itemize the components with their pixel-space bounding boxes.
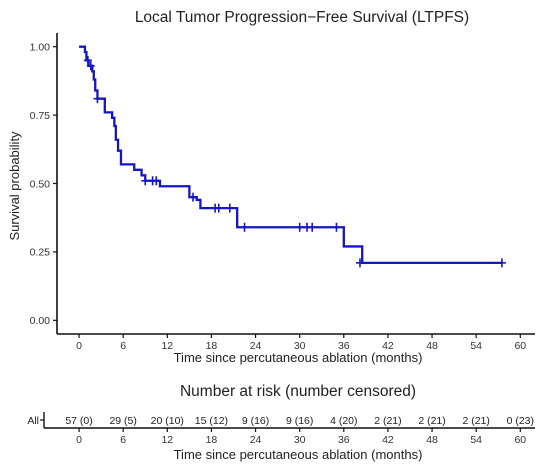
x-tick-label: 18: [206, 340, 218, 352]
risk-cell: 9 (16): [286, 415, 313, 427]
censor-mark: [83, 55, 92, 65]
y-tick-label: 0.50: [30, 178, 51, 190]
y-tick-label: 0.75: [30, 110, 51, 122]
censor-mark: [240, 222, 249, 232]
risk-cells: 57 (0) 29 (5) 20 (10) 15 (12) 9 (16) 9 (16) 4 …: [65, 415, 534, 427]
risk-x-tick-label: 12: [161, 434, 173, 446]
x-tick-label: 36: [338, 340, 350, 352]
risk-x-tick-label: 6: [120, 434, 126, 446]
censor-mark: [152, 176, 161, 186]
censor-mark: [497, 258, 506, 268]
x-tick-label: 54: [470, 340, 482, 352]
risk-cell: 0 (23): [507, 415, 534, 427]
y-tick-label: 0.25: [30, 247, 51, 259]
survival-step-line: [79, 45, 502, 265]
x-axis-label: Time since percutaneous ablation (months…: [174, 350, 423, 365]
chart-title: Local Tumor Progression−Free Survival (L…: [135, 9, 469, 26]
risk-cell: 20 (10): [151, 415, 184, 427]
risk-row-label: All: [27, 415, 39, 427]
risk-cell: 2 (21): [374, 415, 401, 427]
risk-x-tick-label: 60: [514, 434, 526, 446]
risk-cell: 4 (20): [330, 415, 357, 427]
risk-x-tick-label: 0: [76, 434, 82, 446]
censor-mark: [93, 94, 102, 104]
risk-x-tick-label: 48: [426, 434, 438, 446]
x-tick-label: 0: [76, 340, 82, 352]
risk-cell: 15 (12): [195, 415, 228, 427]
risk-x-tick-label: 42: [382, 434, 394, 446]
censor-mark: [189, 192, 198, 202]
risk-table: Number at risk (number censored) All 57 …: [27, 383, 535, 462]
y-tick-label: 0.00: [30, 315, 51, 327]
risk-cell: 9 (16): [242, 415, 269, 427]
x-tick-label: 24: [250, 340, 262, 352]
y-tick-label: 1.00: [30, 41, 51, 53]
x-tick-label: 48: [426, 340, 438, 352]
censor-mark: [355, 258, 364, 268]
censor-mark: [295, 222, 304, 232]
risk-cell: 2 (21): [418, 415, 445, 427]
risk-cell: 2 (21): [462, 415, 489, 427]
x-axis: 0 6 12 18 24 30 36 42 48 54 60: [76, 334, 526, 352]
risk-x-tick-label: 36: [338, 434, 350, 446]
risk-x-axis-label: Time since percutaneous ablation (months…: [174, 447, 423, 462]
risk-cell: 29 (5): [109, 415, 136, 427]
x-tick-label: 30: [294, 340, 306, 352]
censor-mark: [141, 176, 150, 186]
x-tick-label: 12: [161, 340, 173, 352]
risk-table-title: Number at risk (number censored): [180, 383, 416, 400]
x-tick-label: 6: [120, 340, 126, 352]
censor-mark: [308, 222, 317, 232]
risk-x-tick-label: 24: [250, 434, 262, 446]
censor-mark: [86, 61, 95, 71]
km-plot: Local Tumor Progression−Free Survival (L…: [7, 9, 535, 365]
y-axis-label: Survival probability: [7, 131, 22, 241]
risk-x-tick-label: 18: [206, 434, 218, 446]
risk-x-axis: 0 6 12 18 24 30 36 42 48 54 60: [40, 419, 526, 446]
censor-mark: [225, 203, 234, 213]
risk-cell: 57 (0): [65, 415, 92, 427]
x-tick-label: 60: [514, 340, 526, 352]
censor-mark: [332, 222, 341, 232]
survival-curve: [79, 45, 506, 268]
censor-mark: [214, 203, 223, 213]
x-tick-label: 42: [382, 340, 394, 352]
risk-x-tick-label: 54: [470, 434, 482, 446]
risk-x-tick-label: 30: [294, 434, 306, 446]
y-axis: 0.00 0.25 0.50 0.75 1.00: [30, 41, 57, 327]
